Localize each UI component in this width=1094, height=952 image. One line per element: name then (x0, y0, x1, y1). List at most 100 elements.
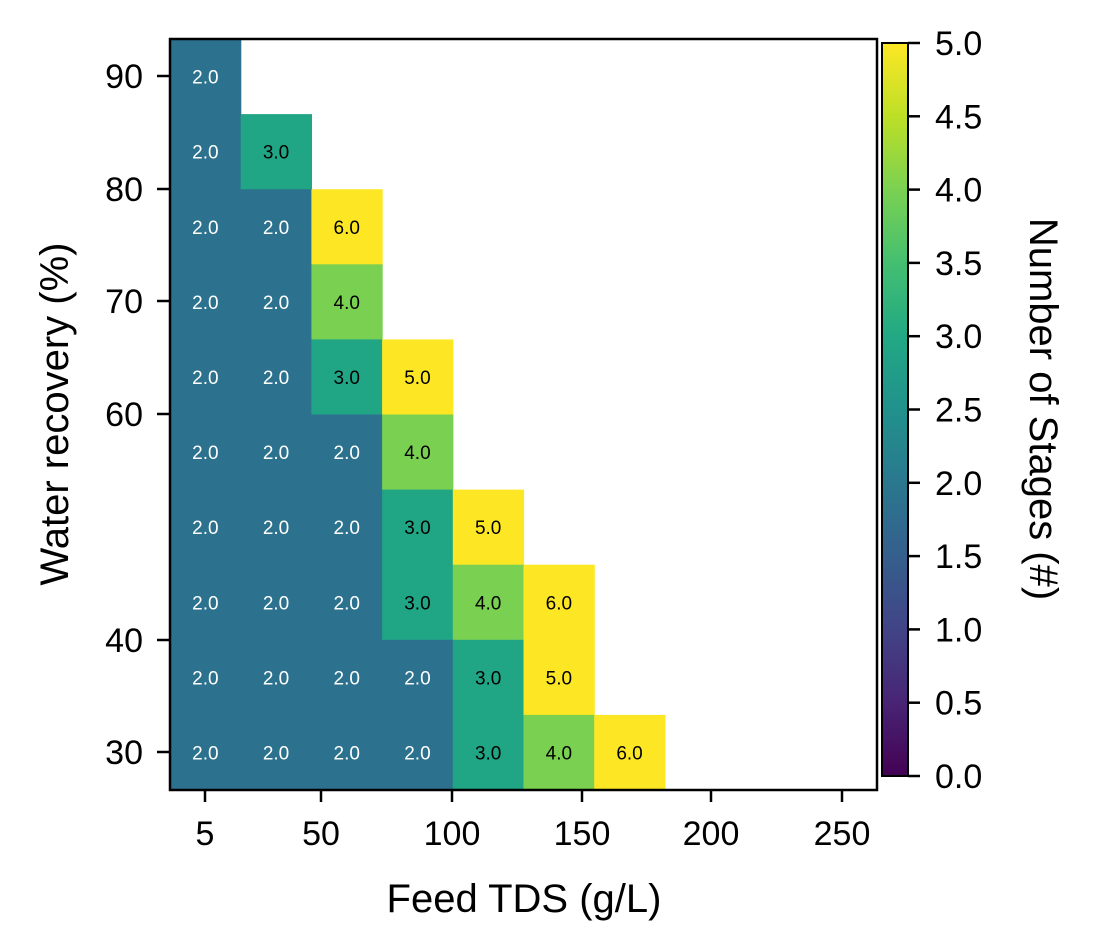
cell-value-label: 2.0 (263, 743, 289, 764)
cell-value-label: 2.0 (263, 218, 289, 239)
colorbar-label: Number of Stages (#) (1021, 218, 1065, 600)
cell-value-label: 2.0 (192, 743, 218, 764)
heatmap-cell (170, 189, 242, 265)
cell-value-label: 2.0 (263, 443, 289, 464)
heatmap-cell (382, 414, 454, 491)
cell-value-label: 2.0 (263, 518, 289, 539)
colorbar-tick-label: 3.0 (935, 318, 982, 356)
heatmap-cell (311, 414, 383, 491)
cell-value-label: 2.0 (192, 293, 218, 314)
heatmap-cell (523, 564, 595, 641)
x-tick-label: 50 (302, 815, 340, 853)
cell-value-label: 2.0 (192, 443, 218, 464)
heatmap-cell (240, 564, 312, 641)
colorbar-tick-label: 1.5 (935, 538, 982, 576)
cell-value-label: 2.0 (334, 518, 360, 539)
heatmap-cell (240, 264, 312, 340)
cell-value-label: 3.0 (404, 518, 430, 539)
cell-value-label: 3.0 (263, 143, 289, 164)
y-tick-label: 30 (105, 734, 143, 772)
x-tick-label: 150 (554, 815, 611, 853)
x-tick-label: 100 (424, 815, 481, 853)
heatmap-cell (240, 189, 312, 265)
heatmap-cell (240, 639, 312, 716)
cell-value-label: 2.0 (404, 743, 430, 764)
cell-value-label: 2.0 (192, 218, 218, 239)
cell-value-label: 2.0 (263, 293, 289, 314)
cell-value-label: 5.0 (404, 368, 430, 389)
heatmap-cell (594, 714, 666, 791)
heatmap-cell (311, 339, 383, 416)
cell-value-label: 4.0 (334, 293, 360, 314)
cell-value-label: 6.0 (334, 218, 360, 239)
y-axis-ticks: 30 40 60 70 80 90 (105, 58, 170, 772)
x-axis-label: Feed TDS (g/L) (387, 877, 662, 921)
cell-value-label: 2.0 (192, 68, 218, 89)
cell-value-label: 2.0 (192, 368, 218, 389)
colorbar-tick-label: 3.5 (935, 245, 982, 283)
heatmap-cell (170, 414, 242, 491)
y-tick-label: 90 (105, 58, 143, 96)
heatmap-cell (240, 114, 312, 190)
heatmap-cell (240, 339, 312, 416)
cell-value-label: 3.0 (475, 743, 501, 764)
colorbar-tick-label: 2.0 (935, 465, 982, 503)
heatmap-cell (240, 714, 312, 791)
colorbar-tick-label: 5.0 (935, 25, 982, 63)
colorbar-tick-label: 4.0 (935, 172, 982, 210)
heatmap-cell (170, 639, 242, 716)
y-tick-label: 40 (105, 622, 143, 660)
heatmap-cell (382, 714, 454, 791)
y-axis-label: Water recovery (%) (33, 242, 77, 585)
x-tick-label: 250 (814, 815, 871, 853)
heatmap-cell (170, 39, 242, 115)
cell-value-label: 2.0 (334, 593, 360, 614)
colorbar-tick-label: 2.5 (935, 392, 982, 430)
heatmap-cell (452, 564, 525, 641)
cell-value-label: 5.0 (546, 668, 572, 689)
heatmap-cell (170, 339, 242, 416)
cell-value-label: 2.0 (192, 518, 218, 539)
heatmap-cell (382, 639, 454, 716)
cell-value-label: 2.0 (334, 743, 360, 764)
cell-value-label: 4.0 (546, 743, 572, 764)
cell-value-label: 2.0 (192, 593, 218, 614)
heatmap-cell (311, 714, 383, 791)
colorbar-ticks: 0.0 0.5 1.0 1.5 2.0 2.5 3.0 3.5 4.0 4.5 5.0 (908, 25, 982, 796)
heatmap-cell (170, 264, 242, 340)
cell-value-label: 6.0 (546, 593, 572, 614)
cell-value-label: 6.0 (616, 743, 642, 764)
heatmap-cell (452, 714, 525, 791)
cell-value-label: 3.0 (475, 668, 501, 689)
heatmap-cells (170, 39, 666, 791)
cell-value-label: 2.0 (334, 443, 360, 464)
heatmap-cell (311, 189, 383, 265)
cell-value-label: 2.0 (192, 668, 218, 689)
heatmap-cell (311, 489, 383, 566)
y-tick-label: 60 (105, 396, 143, 434)
heatmap-cell (240, 489, 312, 566)
heatmap-cell (240, 414, 312, 491)
heatmap-cell (170, 489, 242, 566)
cell-value-label: 3.0 (334, 368, 360, 389)
x-axis-ticks: 5 50 100 150 200 250 (196, 790, 871, 853)
heatmap-cell (452, 489, 525, 566)
y-tick-label: 80 (105, 171, 143, 209)
colorbar-tick-label: 4.5 (935, 98, 982, 136)
cell-value-label: 2.0 (334, 668, 360, 689)
cell-value-label: 4.0 (475, 593, 501, 614)
colorbar (881, 42, 909, 777)
cell-value-label: 4.0 (404, 443, 430, 464)
cell-value-label: 2.0 (192, 143, 218, 164)
y-tick-label: 70 (105, 283, 143, 321)
cell-value-label: 2.0 (263, 668, 289, 689)
colorbar-tick-label: 1.0 (935, 611, 982, 649)
heatmap-cell (382, 564, 454, 641)
cell-value-label: 5.0 (475, 518, 501, 539)
heatmap-cell (311, 564, 383, 641)
heatmap-cell (523, 714, 595, 791)
cell-value-label: 3.0 (404, 593, 430, 614)
heatmap-cell (170, 114, 242, 190)
heatmap-cell (311, 264, 383, 340)
